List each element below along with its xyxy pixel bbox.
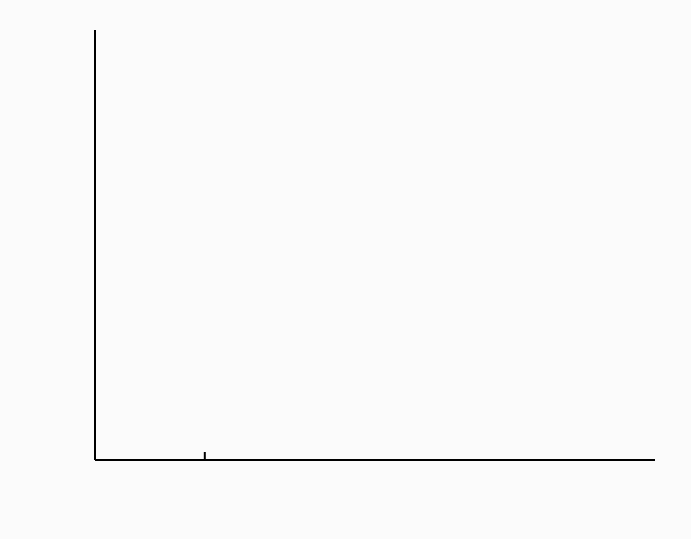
plot-bg [0,0,691,539]
